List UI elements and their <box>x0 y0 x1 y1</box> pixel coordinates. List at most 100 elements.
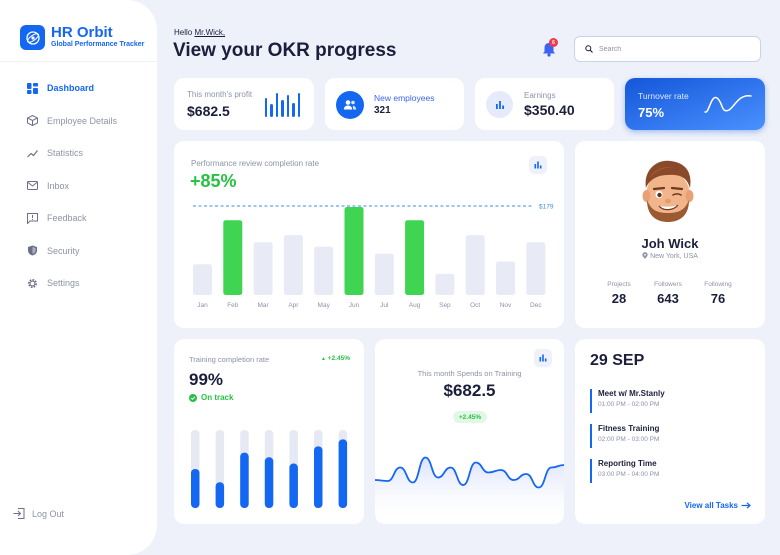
task-item[interactable]: Fitness Training 02:00 PM - 03:00 PM <box>590 424 659 448</box>
training-bar-track <box>314 430 323 508</box>
tick-label-apr: Apr <box>288 302 299 309</box>
memoji-avatar-icon <box>642 160 694 222</box>
view-all-label: View all Tasks <box>684 501 738 510</box>
earnings-label: Earnings <box>524 91 556 100</box>
spends-line <box>375 456 564 489</box>
training-delta-value: +2.45% <box>327 355 350 362</box>
sidebar-item-label: Settings <box>47 278 80 288</box>
target-label: $179 <box>539 204 554 211</box>
employees-value: 321 <box>374 105 391 116</box>
training-bar-track <box>289 430 298 508</box>
tick-label-mar: Mar <box>257 302 269 309</box>
sidebar-item-dashboard[interactable]: Dashboard <box>26 80 117 96</box>
greeting-prefix: Hello <box>174 28 193 37</box>
users-icon <box>336 91 364 119</box>
brand[interactable]: HR Orbit Global Performance Tracker <box>20 25 144 50</box>
bar-apr[interactable] <box>283 235 303 295</box>
profile-location-text: New York, USA <box>650 253 698 260</box>
bar-oct[interactable] <box>465 235 485 295</box>
task-title: Fitness Training <box>598 424 660 433</box>
spends-card: This month Spends on Training $682.5 +2.… <box>375 339 564 524</box>
gear-icon <box>26 277 39 290</box>
bar-jul[interactable] <box>374 253 394 295</box>
turnover-card: Turnover rate 75% <box>625 78 765 130</box>
sidebar-item-settings[interactable]: Settings <box>26 275 117 291</box>
box-icon <box>26 114 39 127</box>
trend-up-icon: ▲ <box>321 356 326 362</box>
orbit-logo-icon <box>20 25 45 50</box>
spends-badge: +2.45% <box>453 411 487 423</box>
training-bar <box>215 482 225 508</box>
bar-jun[interactable] <box>344 207 364 295</box>
sidebar-item-security[interactable]: Security <box>26 243 117 259</box>
bar-mar[interactable] <box>253 242 273 295</box>
greeting: Hello Mr.Wick, <box>174 28 225 37</box>
profit-card: This month's profit $682.5 <box>174 78 314 130</box>
training-value: 99% <box>189 370 224 389</box>
view-all-tasks-link[interactable]: View all Tasks <box>684 501 751 510</box>
profile-card: Joh Wick New York, USA Projects 28 Follo… <box>575 141 765 328</box>
bar-sep[interactable] <box>435 273 455 295</box>
bar-chart-icon <box>539 354 547 362</box>
sidebar-item-inbox[interactable]: Inbox <box>26 178 117 194</box>
bar-dec[interactable] <box>526 242 546 295</box>
performance-bar-chart: $179 Jan Feb Mar Apr May Jun Jul Aug Sep Oct Nov Dec <box>193 204 554 309</box>
task-item[interactable]: Reporting Time 03:00 PM - 04:00 PM <box>590 459 659 483</box>
performance-chart-button[interactable] <box>529 156 547 174</box>
profile-location: New York, USA <box>575 252 765 260</box>
training-bar-track <box>338 430 348 508</box>
mini-bar <box>275 93 278 117</box>
tick-label-jul: Jul <box>380 302 389 309</box>
earnings-card: Earnings $350.40 <box>475 78 614 130</box>
logout-button[interactable]: Log Out <box>13 508 64 519</box>
employees-card: New employees 321 <box>325 78 464 130</box>
bar-feb[interactable] <box>223 220 243 295</box>
spends-area <box>375 457 564 524</box>
bar-jan[interactable] <box>193 264 212 295</box>
training-delta: ▲ +2.45% <box>321 355 350 362</box>
mini-bar <box>281 100 284 117</box>
bar-aug[interactable] <box>405 220 425 295</box>
divider <box>0 61 157 62</box>
bar-chart-icon <box>486 91 513 118</box>
logout-label: Log Out <box>32 508 65 519</box>
grid-icon <box>26 82 39 95</box>
bar-may[interactable] <box>314 246 334 295</box>
training-bar <box>314 446 323 508</box>
tick-label-jun: Jun <box>349 302 360 309</box>
task-title: Meet w/ Mr.Stanly <box>598 389 665 398</box>
employees-label: New employees <box>374 93 435 103</box>
sidebar-item-employee-details[interactable]: Employee Details <box>26 113 117 129</box>
tick-label-may: May <box>318 302 331 309</box>
training-card: Training completion rate ▲ +2.45% 99% On… <box>174 339 364 524</box>
sidebar-item-feedback[interactable]: Feedback <box>26 210 117 226</box>
mini-bar <box>297 93 300 117</box>
check-circle-icon <box>189 393 197 402</box>
sidebar-item-label: Security <box>47 245 80 256</box>
notification-badge: 6 <box>549 38 558 47</box>
spends-value: $682.5 <box>443 381 496 400</box>
training-bar-chart <box>191 430 348 508</box>
sidebar-item-label: Dashboard <box>47 83 95 93</box>
tasks-card: 29 SEP Meet w/ Mr.Stanly 01:00 PM - 02:0… <box>575 339 765 524</box>
spends-chart-button[interactable] <box>534 349 552 367</box>
task-item[interactable]: Meet w/ Mr.Stanly 01:00 PM - 02:00 PM <box>590 389 665 413</box>
search-box[interactable] <box>574 36 761 62</box>
bar-nov[interactable] <box>496 261 515 295</box>
training-status: On track <box>189 393 233 402</box>
search-input[interactable] <box>599 45 749 53</box>
sidebar-item-statistics[interactable]: Statistics <box>26 145 117 161</box>
message-alert-icon <box>26 212 39 225</box>
bar-chart-icon <box>534 161 542 169</box>
training-bar-track <box>240 430 249 508</box>
performance-card: Performance review completion rate +85% … <box>174 141 564 328</box>
tick-label-oct: Oct <box>470 302 480 309</box>
tick-label-sep: Sep <box>439 302 451 309</box>
search-icon <box>585 45 593 53</box>
profit-mini-chart <box>264 93 300 117</box>
turnover-value: 75% <box>638 105 665 120</box>
notification-button[interactable]: 6 <box>540 38 558 58</box>
avatar[interactable] <box>637 156 699 224</box>
followers-label: Followers <box>654 281 682 288</box>
projects-stat: Projects 28 <box>594 281 644 306</box>
